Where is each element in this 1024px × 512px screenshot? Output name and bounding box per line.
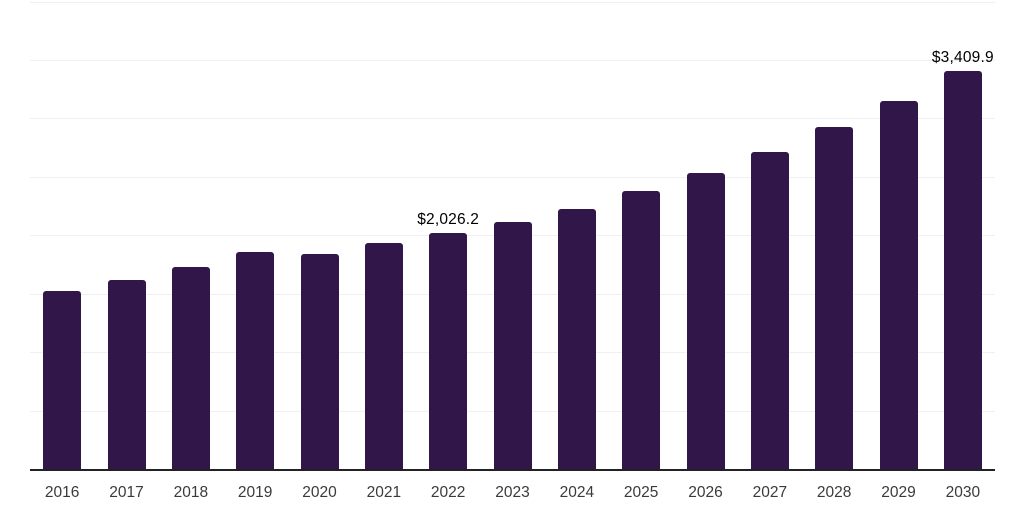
bar-2026 xyxy=(686,173,725,470)
x-tick-label-2027: 2027 xyxy=(752,484,788,501)
x-tick-label-2019: 2019 xyxy=(237,484,273,501)
bar-2028 xyxy=(815,127,854,470)
bar-2027 xyxy=(750,151,789,470)
x-tick-label-2026: 2026 xyxy=(688,484,723,501)
gridline-4000 xyxy=(30,1,995,3)
x-axis-line xyxy=(30,469,995,471)
bar-2023 xyxy=(493,222,532,470)
x-tick-label-2029: 2029 xyxy=(881,484,916,501)
x-tick-label-2022: 2022 xyxy=(430,484,466,501)
bar-2018 xyxy=(171,267,210,470)
data-label-2022: $2,026.2 xyxy=(417,210,480,228)
x-tick-label-2017: 2017 xyxy=(109,484,144,501)
x-tick-label-2024: 2024 xyxy=(559,484,595,501)
data-label-2030: $3,409.9 xyxy=(931,48,994,66)
x-tick-label-2018: 2018 xyxy=(173,484,209,501)
gridline-2500 xyxy=(30,176,995,178)
bar-2030 xyxy=(943,70,982,470)
bar-2021 xyxy=(364,242,403,470)
gridline-3500 xyxy=(30,59,995,61)
x-tick-label-2020: 2020 xyxy=(302,484,337,501)
bar-2020 xyxy=(300,253,339,470)
bar-2019 xyxy=(236,251,275,470)
bar-2022 xyxy=(429,232,468,470)
gridline-3000 xyxy=(30,118,995,120)
x-tick-label-2023: 2023 xyxy=(495,484,530,501)
bar-2029 xyxy=(879,101,918,470)
bar-2025 xyxy=(622,191,661,470)
x-tick-label-2025: 2025 xyxy=(623,484,659,501)
x-tick-label-2016: 2016 xyxy=(44,484,80,501)
x-tick-label-2028: 2028 xyxy=(816,484,852,501)
x-tick-label-2030: 2030 xyxy=(945,484,981,501)
bar-2024 xyxy=(557,209,596,470)
x-tick-label-2021: 2021 xyxy=(366,484,402,501)
bar-2016 xyxy=(43,291,82,470)
bar-2017 xyxy=(107,280,146,470)
